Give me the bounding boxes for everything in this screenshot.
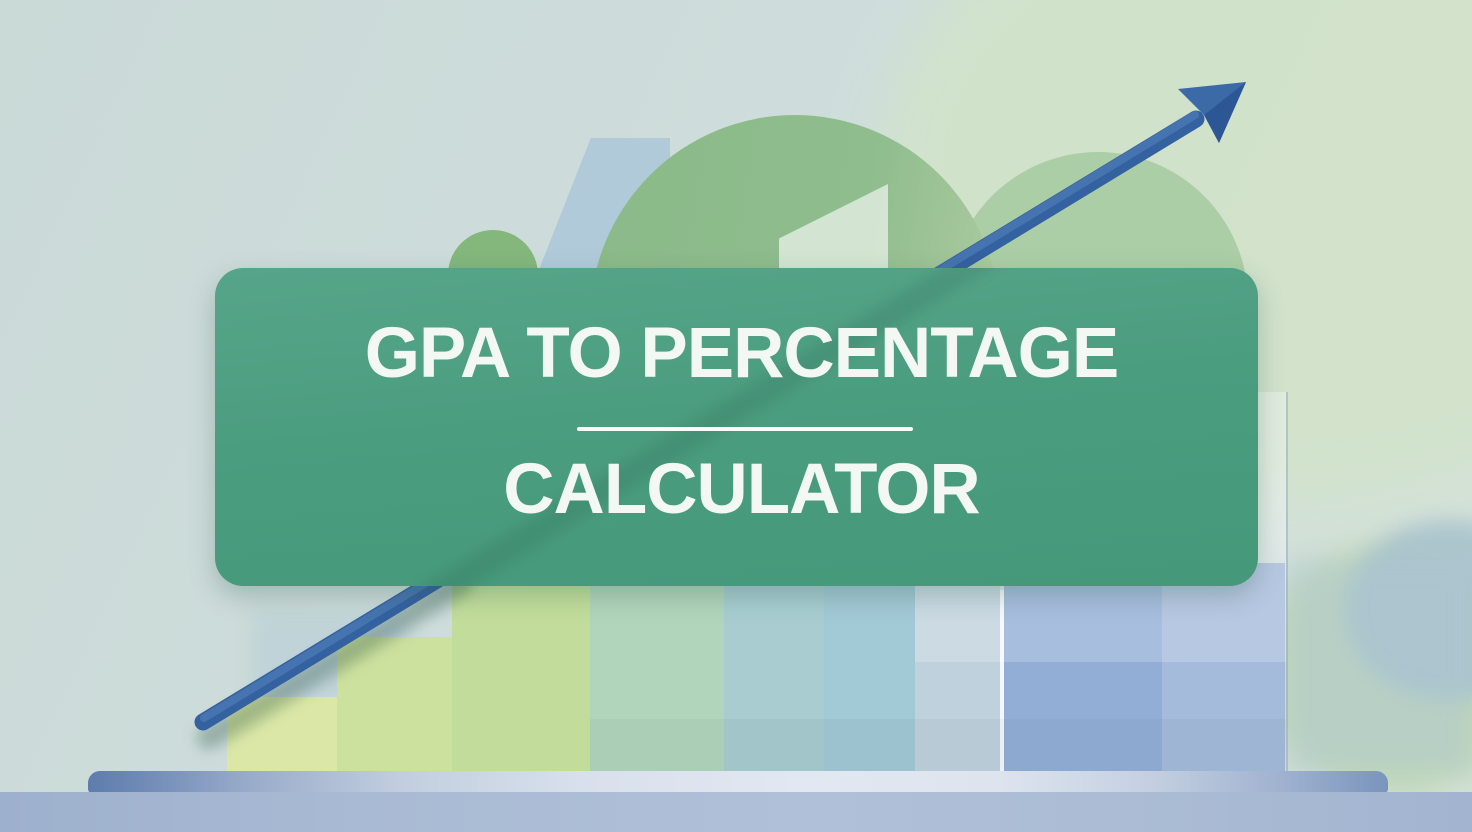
decorative-bar <box>915 563 1000 772</box>
title-divider <box>576 427 913 431</box>
background-patch-right-bottom <box>1286 560 1472 772</box>
laptop-body <box>0 792 1472 832</box>
white-separator-line <box>1000 590 1004 772</box>
decorative-bar <box>1162 563 1285 772</box>
banner-title-line1: GPA TO PERCENTAGE <box>364 314 1120 393</box>
decorative-bar <box>452 563 590 772</box>
translucent-overlay-band <box>590 719 1286 772</box>
decorative-bar <box>337 637 452 772</box>
decorative-bar <box>824 563 915 772</box>
decorative-bar <box>227 697 337 772</box>
title-panel: GPA TO PERCENTAGE CALCULATOR <box>215 268 1258 586</box>
laptop-deck <box>88 771 1388 793</box>
decorative-bar <box>590 563 724 772</box>
decorative-bar <box>724 563 824 772</box>
decorative-bar <box>1004 563 1162 772</box>
banner-title-line2: CALCULATOR <box>503 450 980 529</box>
